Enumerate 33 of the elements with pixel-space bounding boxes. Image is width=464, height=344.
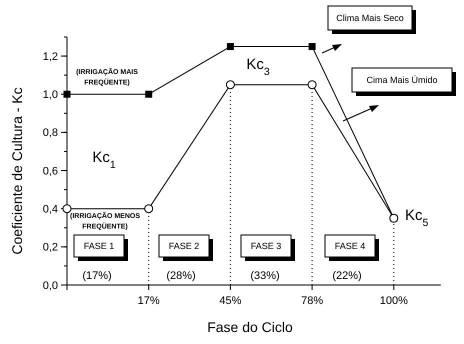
- annotation: Kc$_{5}$: [405, 207, 429, 229]
- y-axis-title: Coeficiente de Cultura - Kc: [9, 87, 25, 255]
- point: [226, 43, 234, 50]
- annotation: (22%): [332, 270, 362, 282]
- point: [308, 43, 316, 50]
- y-tick-label: 0,2: [42, 242, 58, 254]
- x-tick-label: 78%: [301, 295, 324, 307]
- annotation: FASE 2: [168, 241, 200, 252]
- annotation: FASE 3: [250, 241, 282, 252]
- point: [64, 90, 70, 98]
- y-tick-label: 0,8: [42, 127, 58, 140]
- annotation: (17%): [82, 270, 112, 282]
- text: Clima Mais Seco: [336, 13, 404, 24]
- annotation: (28%): [166, 270, 196, 282]
- x-tick-label: 17%: [138, 295, 160, 307]
- y-tick-label: 0,0: [42, 280, 58, 292]
- annotation: (33%): [250, 270, 280, 282]
- point: [144, 204, 154, 214]
- x-tick-label: 45%: [219, 295, 242, 307]
- x-tick-label: 100%: [380, 295, 408, 307]
- annotation: Cima Mais Úmido: [366, 75, 438, 86]
- point: [145, 90, 152, 98]
- point: [226, 80, 235, 90]
- annotation: Kc$_{3}$: [246, 56, 270, 78]
- annotation: FASE 1: [84, 241, 114, 252]
- y-tick-label: 1,2: [42, 50, 58, 63]
- annotation: Kc$_{1}$: [92, 149, 116, 171]
- point: [308, 80, 317, 90]
- y-tick-label: 0,4: [42, 204, 58, 216]
- y-tick-label: 1,0: [42, 89, 58, 102]
- annotation: FASE 4: [334, 241, 366, 252]
- x-axis-title: Fase do Ciclo: [207, 319, 294, 335]
- y-tick-label: 0,6: [42, 165, 58, 178]
